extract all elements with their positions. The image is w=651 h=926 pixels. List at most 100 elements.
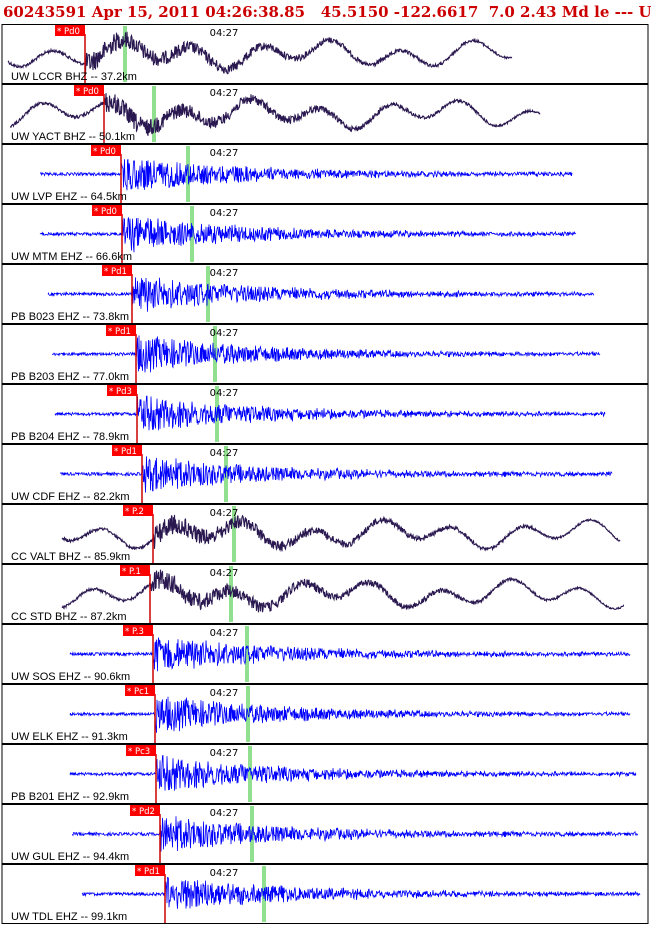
time-tick-label: 04:27	[210, 148, 239, 159]
station-label: UW GUL EHZ -- 94.4km	[11, 851, 129, 863]
time-tick-label: 04:27	[210, 88, 239, 99]
station-panel: * Pc1 04:27 UW ELK EHZ -- 91.3km	[1, 684, 649, 744]
waveform-trace	[71, 816, 639, 852]
waveform-trace	[69, 696, 631, 733]
pick-label-box	[106, 325, 136, 336]
waveform-trace	[9, 93, 541, 136]
waveform-trace	[7, 31, 513, 75]
pick-label: * Pd0	[94, 207, 117, 217]
panel-frame	[1, 24, 649, 84]
station-label: UW SOS EHZ -- 90.6km	[11, 671, 130, 683]
station-label: PB B204 EHZ -- 78.9km	[11, 431, 129, 443]
pick-label: * Pd0	[57, 27, 80, 37]
station-label: UW ELK EHZ -- 91.3km	[11, 731, 128, 743]
pick-label: * P.3	[125, 627, 144, 637]
pick-label: * Pd2	[132, 807, 155, 817]
pick-label-box	[55, 25, 85, 36]
time-tick-label: 04:27	[210, 808, 239, 819]
station-label: CC VALT BHZ -- 85.9km	[11, 551, 130, 563]
pick-label: * Pd0	[93, 147, 116, 157]
pick-label: * Pc1	[127, 687, 149, 697]
pick-label-box	[107, 385, 137, 396]
station-panel: * Pd0 04:27 UW YACT BHZ -- 50.1km	[1, 84, 649, 144]
panel-frame	[1, 684, 649, 744]
pick-label-box	[120, 565, 150, 576]
pick-label-box	[123, 505, 153, 516]
station-label: PB B201 EHZ -- 92.9km	[11, 791, 129, 803]
panel-frame	[1, 84, 649, 144]
waveform-trace	[81, 877, 641, 909]
station-panel: * Pd0 04:27 UW MTM EHZ -- 66.6km	[1, 204, 649, 264]
station-label: UW TDL EHZ -- 99.1km	[11, 911, 127, 923]
station-label: UW LCCR BHZ -- 37.2km	[11, 71, 137, 83]
panel-frame	[1, 744, 649, 804]
waveform-trace	[69, 755, 637, 791]
panel-frame	[1, 264, 649, 324]
pick-label: * Pd0	[76, 87, 99, 97]
pick-label-box	[112, 445, 142, 456]
waveform-trace	[61, 569, 625, 613]
time-tick-label: 04:27	[210, 268, 239, 279]
pick-label: * Pd1	[137, 867, 160, 877]
panel-frame	[1, 564, 649, 624]
station-panel: * Pd3 04:27 PB B204 EHZ -- 78.9km	[1, 384, 649, 444]
pick-label-box	[125, 685, 155, 696]
waveform-trace	[69, 637, 631, 672]
station-panel: * P.3 04:27 UW SOS EHZ -- 90.6km	[1, 624, 649, 684]
time-tick-label: 04:27	[210, 868, 239, 879]
s-phase-marker	[232, 506, 236, 562]
s-phase-marker	[123, 26, 127, 82]
station-panel: * Pc3 04:27 PB B201 EHZ -- 92.9km	[1, 744, 649, 804]
pick-label-box	[102, 265, 132, 276]
pick-label: * Pc3	[128, 747, 150, 757]
time-tick-label: 04:27	[210, 28, 239, 39]
panel-frame	[1, 804, 649, 864]
panel-frame	[1, 444, 649, 504]
waveform-trace	[61, 514, 621, 552]
pick-label-box	[74, 85, 104, 96]
station-label: CC STD BHZ -- 87.2km	[11, 611, 127, 623]
panel-frame	[1, 324, 649, 384]
time-tick-label: 04:27	[210, 748, 239, 759]
station-panel: * P.2 04:27 CC VALT BHZ -- 85.9km	[1, 504, 649, 564]
pick-label-box	[123, 625, 153, 636]
event-header: 60243591 Apr 15, 2011 04:26:38.85 45.515…	[3, 3, 651, 21]
pick-label: * P.1	[122, 567, 141, 577]
station-panel: * P.1 04:27 CC STD BHZ -- 87.2km	[1, 564, 649, 624]
s-phase-marker	[245, 626, 249, 682]
station-label: PB B023 EHZ -- 73.8km	[11, 311, 129, 323]
station-label: UW MTM EHZ -- 66.6km	[11, 251, 132, 263]
pick-label: * Pd3	[109, 387, 132, 397]
waveform-trace	[59, 456, 613, 493]
pick-label: * Pd1	[114, 447, 137, 457]
station-label: UW LVP EHZ -- 64.5km	[11, 191, 127, 203]
waveform-trace	[39, 217, 577, 253]
station-panel: * Pd0 04:27 UW LCCR BHZ -- 37.2km	[1, 24, 649, 84]
time-tick-label: 04:27	[210, 208, 239, 219]
waveform-trace	[47, 277, 595, 312]
pick-label-box	[135, 865, 165, 876]
station-panel: * Pd2 04:27 UW GUL EHZ -- 94.4km	[1, 804, 649, 864]
station-panel: * Pd1 04:27 UW TDL EHZ -- 99.1km	[1, 864, 649, 924]
station-panel: * Pd0 04:27 UW LVP EHZ -- 64.5km	[1, 144, 649, 204]
panel-frame	[1, 504, 649, 564]
station-label: UW CDF EHZ -- 82.2km	[11, 491, 130, 503]
pick-label-box	[130, 805, 160, 816]
waveform-trace	[54, 395, 606, 431]
pick-label-box	[126, 745, 156, 756]
panel-frame	[1, 864, 649, 924]
panel-frame	[1, 204, 649, 264]
time-tick-label: 04:27	[210, 628, 239, 639]
time-tick-label: 04:27	[210, 448, 239, 459]
s-phase-marker	[248, 746, 252, 802]
time-tick-label: 04:27	[210, 508, 239, 519]
panel-frame	[1, 144, 649, 204]
station-label: PB B203 EHZ -- 77.0km	[11, 371, 129, 383]
pick-label-box	[92, 205, 122, 216]
time-tick-label: 04:27	[210, 568, 239, 579]
time-tick-label: 04:27	[210, 328, 239, 339]
station-panel: * Pd1 04:27 PB B023 EHZ -- 73.8km	[1, 264, 649, 324]
waveform-trace	[39, 159, 573, 191]
station-label: UW YACT BHZ -- 50.1km	[11, 131, 135, 143]
